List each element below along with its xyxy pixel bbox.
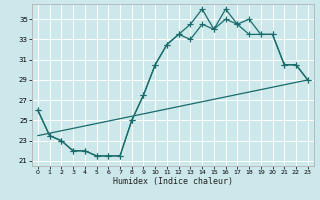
X-axis label: Humidex (Indice chaleur): Humidex (Indice chaleur) <box>113 177 233 186</box>
